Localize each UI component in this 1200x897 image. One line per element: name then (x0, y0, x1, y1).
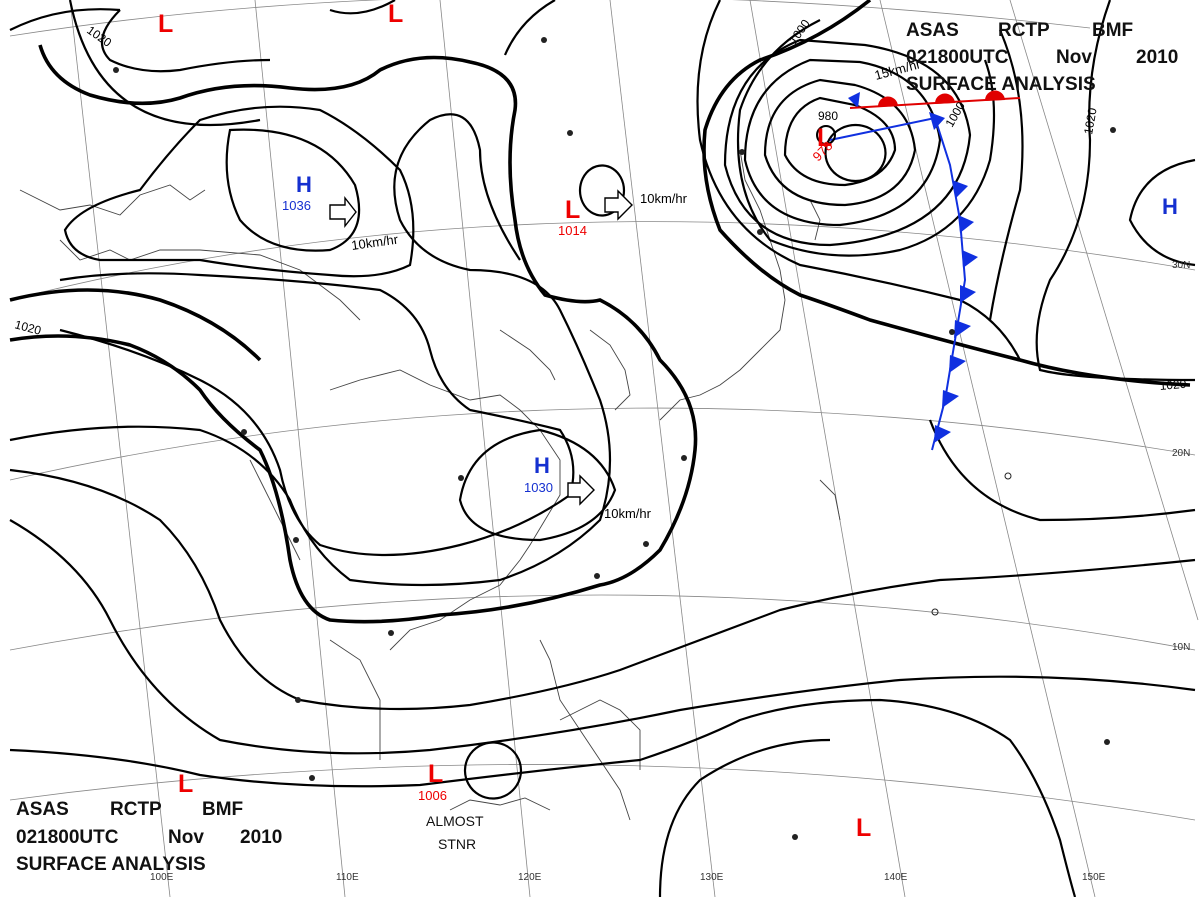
longitude-label: 120E (518, 872, 542, 883)
movement-note: STNR (438, 836, 476, 852)
header-agency: ASAS (906, 20, 959, 41)
longitude-label: 130E (700, 872, 724, 883)
header-year: 2010 (240, 827, 282, 848)
high-symbol: H (534, 453, 550, 478)
longitude-label: 150E (1082, 872, 1106, 883)
isobar-label: 980 (818, 109, 838, 123)
header-station: RCTP (110, 799, 162, 820)
graticule-labels: 100E 110E 120E 130E 140E 150E 30N 20N 10… (150, 260, 1190, 883)
header-agency: ASAS (16, 799, 69, 820)
warm-front (849, 90, 1021, 109)
high-symbol: H (1162, 194, 1178, 219)
header-code: BMF (1092, 20, 1133, 41)
isobar-label: 1020 (1159, 377, 1187, 393)
low-symbol: L (388, 0, 403, 28)
header-time: 021800UTC (906, 47, 1009, 68)
header-year: 2010 (1136, 47, 1178, 68)
movement-note: ALMOST (426, 813, 484, 829)
low-pressure-value: 1014 (558, 223, 587, 238)
longitude-label: 100E (150, 872, 174, 883)
header-bottom: ASAS RCTP BMF 021800UTC Nov 2010 SURFACE… (16, 799, 282, 875)
isobar-label: 1000 (786, 17, 813, 47)
motion-speed: 10km/hr (640, 191, 688, 206)
longitude-label: 110E (336, 872, 359, 883)
header-title: SURFACE ANALYSIS (16, 854, 206, 875)
station-plots (113, 37, 1116, 840)
motion-speed: 10km/hr (350, 231, 399, 252)
isobar-label: 1020 (1081, 106, 1099, 135)
pressure-centers: L 978 L 1014 L 1006 H 1036 H 1030 H L L … (158, 0, 1178, 842)
header-station: RCTP (998, 20, 1050, 41)
longitude-label: 140E (884, 872, 908, 883)
low-center-marker (816, 125, 836, 145)
high-pressure-value: 1030 (524, 480, 553, 495)
isobar-label: 1020 (13, 317, 43, 338)
high-pressure-value: 1036 (282, 198, 311, 213)
motion-speed: 10km/hr (604, 506, 652, 521)
latitude-label: 10N (1172, 642, 1190, 653)
latitude-label: 20N (1172, 448, 1190, 459)
header-time: 021800UTC (16, 827, 119, 848)
header-top: ASAS RCTP BMF 021800UTC Nov 2010 SURFACE… (906, 20, 1178, 95)
isobar-label: 1020 (84, 23, 114, 50)
header-code: BMF (202, 799, 243, 820)
header-month: Nov (1056, 47, 1092, 68)
cold-front (829, 92, 978, 451)
header-title: SURFACE ANALYSIS (906, 74, 1096, 95)
low-symbol: L (856, 814, 871, 842)
header-month: Nov (168, 827, 204, 848)
low-symbol: L (428, 760, 443, 788)
low-symbol: L (178, 770, 193, 798)
low-symbol: L (565, 196, 580, 224)
motion-arrows (329, 189, 633, 506)
latitude-label: 30N (1172, 260, 1190, 271)
coastlines (19, 149, 841, 821)
high-symbol: H (296, 172, 312, 197)
graticule (9, 0, 1199, 897)
low-symbol: L (158, 10, 173, 38)
low-symbol: L (817, 124, 832, 152)
low-pressure-value: 1006 (418, 788, 447, 803)
motion-speed-labels: 10km/hr 10km/hr 10km/hr 15km/hr (350, 56, 922, 521)
isobars (9, 0, 1196, 897)
